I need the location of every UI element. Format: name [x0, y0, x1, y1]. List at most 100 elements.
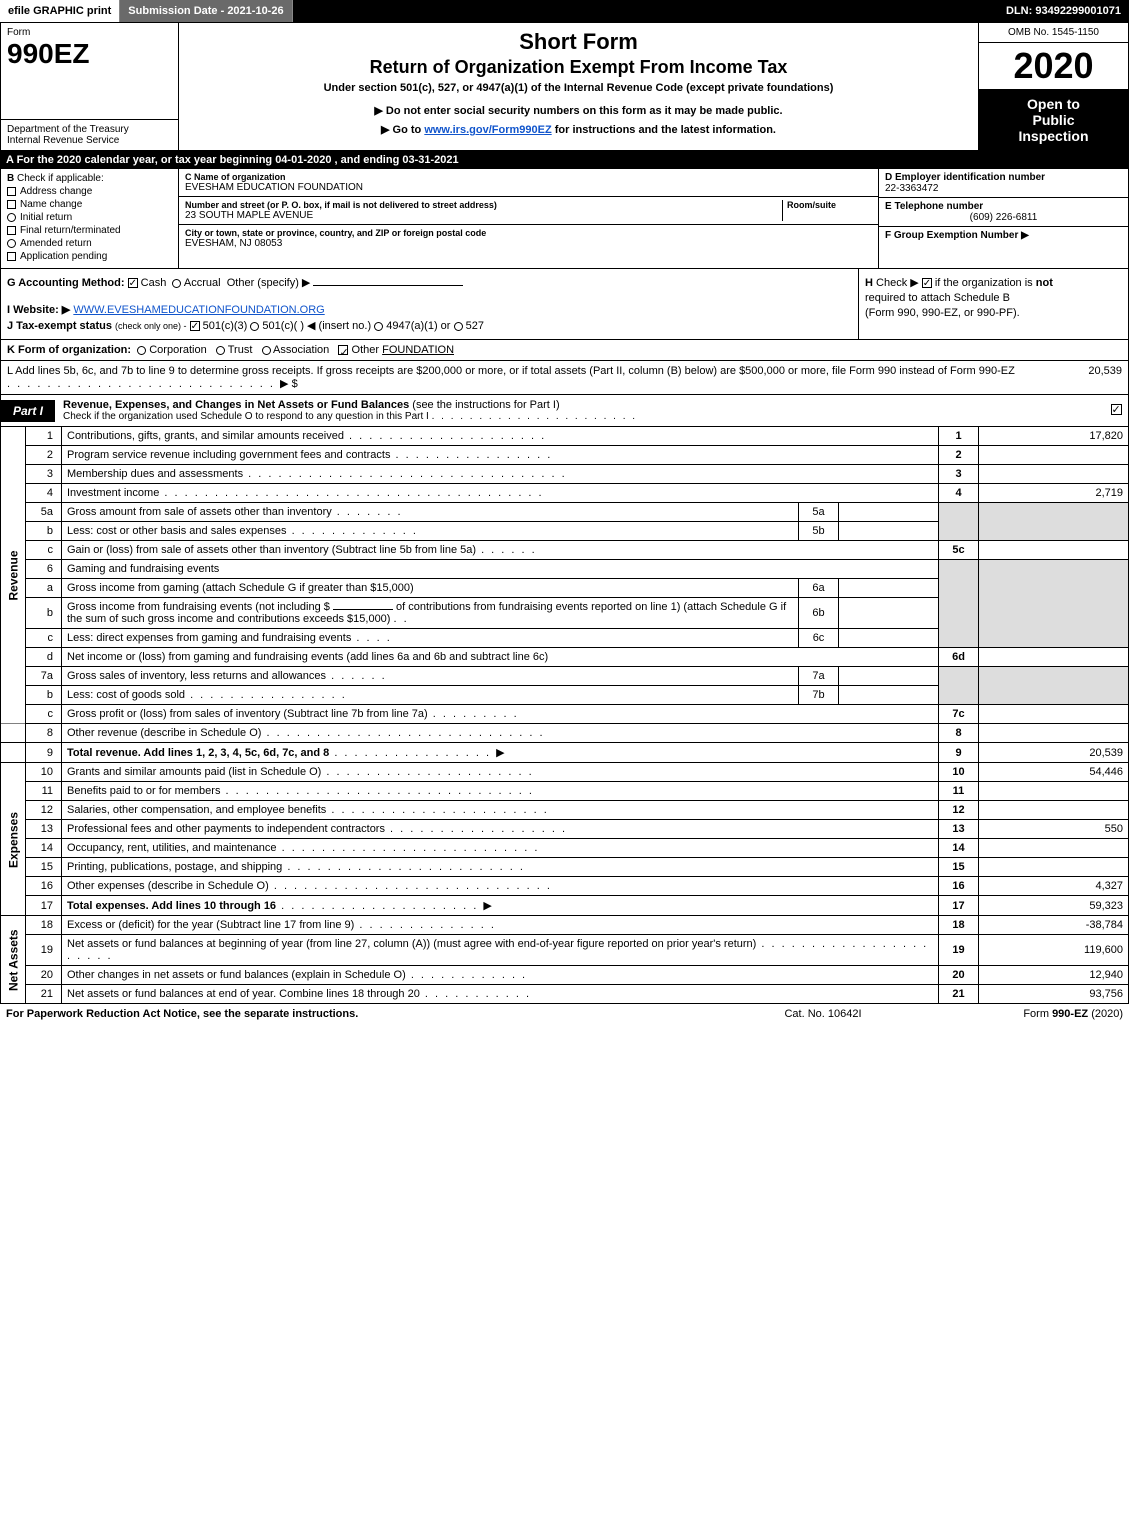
row-3: 3 Membership dues and assessments . . . … — [1, 465, 1129, 484]
left-g-i-j: G Accounting Method: Cash Accrual Other … — [1, 269, 858, 339]
l7ab-rno-shade — [939, 667, 979, 705]
l6-val-shade — [979, 560, 1129, 648]
l5ab-val-shade — [979, 503, 1129, 541]
k-assoc-radio[interactable] — [262, 346, 271, 355]
l12-val — [979, 801, 1129, 820]
l7c-val — [979, 705, 1129, 724]
l8-desc: Other revenue (describe in Schedule O) — [67, 727, 261, 739]
accrual-radio[interactable] — [172, 279, 181, 288]
efile-print-btn[interactable]: efile GRAPHIC print — [0, 0, 120, 22]
opt-initial-return[interactable]: Initial return — [7, 212, 172, 223]
l5a-desc: Gross amount from sale of assets other t… — [67, 506, 332, 518]
h-text2: if the organization is — [935, 277, 1033, 289]
k-other-checkbox[interactable]: ✓ — [338, 345, 348, 355]
l6-desc: Gaming and fundraising events — [62, 560, 939, 579]
l6c-desc: Less: direct expenses from gaming and fu… — [67, 632, 351, 644]
l19-rno: 19 — [939, 935, 979, 966]
l17-val: 59,323 — [979, 896, 1129, 916]
city-row: City or town, state or province, country… — [179, 225, 878, 268]
c-label: C Name of organization — [185, 172, 872, 182]
line-j: J Tax-exempt status (check only one) - 5… — [7, 319, 852, 332]
line-k: K Form of organization: Corporation Trus… — [0, 340, 1129, 361]
l7b-no: b — [26, 686, 62, 705]
row-16: 16 Other expenses (describe in Schedule … — [1, 877, 1129, 896]
part1-schedule-o-checkbox[interactable] — [1111, 404, 1122, 415]
org-name-row: C Name of organization EVESHAM EDUCATION… — [179, 169, 878, 197]
l4-desc: Investment income — [67, 487, 159, 499]
opt-name-change[interactable]: Name change — [7, 199, 172, 210]
l6-rno-shade — [939, 560, 979, 648]
l15-no: 15 — [26, 858, 62, 877]
l6d-rno: 6d — [939, 648, 979, 667]
l10-desc: Grants and similar amounts paid (list in… — [67, 766, 321, 778]
h-check-arrow: Check ▶ — [876, 277, 919, 289]
k-trust-radio[interactable] — [216, 346, 225, 355]
l2-val — [979, 446, 1129, 465]
l3-no: 3 — [26, 465, 62, 484]
dept-line1: Department of the Treasury — [7, 124, 172, 135]
side-expenses: Expenses — [1, 763, 26, 916]
line-h: H Check ▶ if the organization is not req… — [858, 269, 1128, 339]
k-opt-other: Other — [352, 344, 380, 356]
l20-val: 12,940 — [979, 966, 1129, 985]
part1-title-sub: (see the instructions for Part I) — [412, 399, 559, 411]
financial-table: Revenue 1 Contributions, gifts, grants, … — [0, 427, 1129, 1004]
accrual-label: Accrual — [184, 277, 221, 289]
l7a-no: 7a — [26, 667, 62, 686]
row-1: Revenue 1 Contributions, gifts, grants, … — [1, 427, 1129, 446]
irs-link[interactable]: www.irs.gov/Form990EZ — [424, 124, 551, 136]
l5b-subv — [839, 522, 939, 541]
l10-no: 10 — [26, 763, 62, 782]
k-label: K Form of organization: — [7, 344, 131, 356]
j-opt4: 527 — [466, 320, 484, 332]
l7a-desc: Gross sales of inventory, less returns a… — [67, 670, 326, 682]
row-5c: c Gain or (loss) from sale of assets oth… — [1, 541, 1129, 560]
submission-date: Submission Date - 2021-10-26 — [120, 0, 292, 22]
l1-no: 1 — [26, 427, 62, 446]
form-number: 990EZ — [7, 38, 172, 70]
cash-checkbox[interactable] — [128, 278, 138, 288]
opt-amended-return[interactable]: Amended return — [7, 238, 172, 249]
side-netassets: Net Assets — [1, 916, 26, 1004]
opt-application-pending[interactable]: Application pending — [7, 251, 172, 262]
row-6: 6 Gaming and fundraising events — [1, 560, 1129, 579]
l9-desc: Total revenue. Add lines 1, 2, 3, 4, 5c,… — [67, 747, 329, 759]
l5c-val — [979, 541, 1129, 560]
l6d-no: d — [26, 648, 62, 667]
cash-label: Cash — [141, 277, 167, 289]
501c-radio[interactable] — [250, 322, 259, 331]
ssn-warning: ▶ Do not enter social security numbers o… — [185, 104, 972, 117]
row-12: 12 Salaries, other compensation, and emp… — [1, 801, 1129, 820]
l6b-desc1: Gross income from fundraising events (no… — [67, 601, 330, 613]
row-7a: 7a Gross sales of inventory, less return… — [1, 667, 1129, 686]
k-opt-corp: Corporation — [149, 344, 206, 356]
row-11: 11 Benefits paid to or for members . . .… — [1, 782, 1129, 801]
phone: (609) 226-6811 — [885, 212, 1122, 223]
footer-cat-no: Cat. No. 10642I — [723, 1008, 923, 1020]
501c3-checkbox[interactable] — [190, 321, 200, 331]
top-bar: efile GRAPHIC print Submission Date - 20… — [0, 0, 1129, 22]
4947-radio[interactable] — [374, 322, 383, 331]
open-line1: Open to — [985, 96, 1122, 112]
row-14: 14 Occupancy, rent, utilities, and maint… — [1, 839, 1129, 858]
l19-no: 19 — [26, 935, 62, 966]
opt-final-return[interactable]: Final return/terminated — [7, 225, 172, 236]
l7ab-val-shade — [979, 667, 1129, 705]
l5ab-rno-shade — [939, 503, 979, 541]
l6c-subv — [839, 629, 939, 648]
side-blank-8 — [1, 724, 26, 743]
l6c-sub: 6c — [799, 629, 839, 648]
opt-address-change[interactable]: Address change — [7, 186, 172, 197]
form-header: Form 990EZ Department of the Treasury In… — [0, 22, 1129, 151]
k-corp-radio[interactable] — [137, 346, 146, 355]
l6a-desc: Gross income from gaming (attach Schedul… — [67, 582, 414, 594]
row-20: 20 Other changes in net assets or fund b… — [1, 966, 1129, 985]
other-specify-input[interactable] — [313, 285, 463, 286]
goto-prefix: ▶ Go to — [381, 124, 424, 136]
527-radio[interactable] — [454, 322, 463, 331]
l18-rno: 18 — [939, 916, 979, 935]
address-row: Number and street (or P. O. box, if mail… — [179, 197, 878, 225]
h-text4: (Form 990, 990-EZ, or 990-PF). — [865, 307, 1122, 319]
website-link[interactable]: WWW.EVESHAMEDUCATIONFOUNDATION.ORG — [73, 304, 324, 316]
h-checkbox[interactable] — [922, 278, 932, 288]
